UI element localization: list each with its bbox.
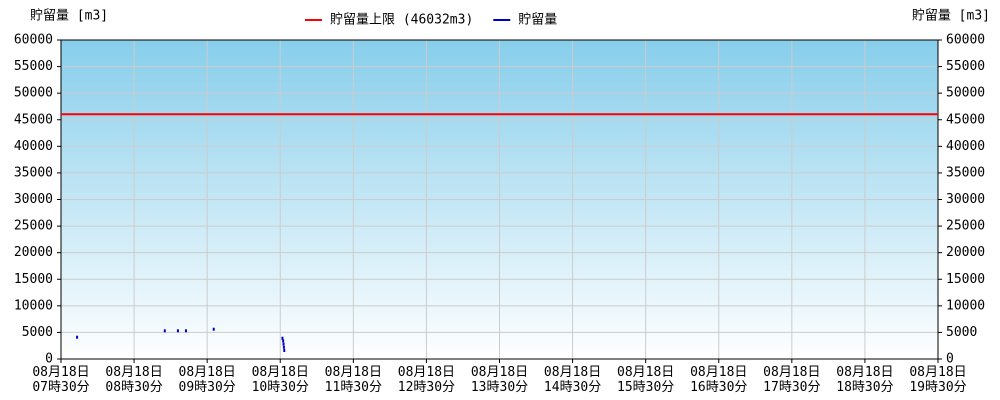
y2-tick-label: 50000: [946, 86, 985, 101]
y2-tick-label: 35000: [946, 165, 985, 180]
y2-tick-label: 45000: [946, 112, 985, 127]
x-tick-label: 08月18日 08時30分: [105, 365, 162, 395]
x-tick-label: 08月18日 18時30分: [836, 365, 893, 395]
data-point: [282, 339, 285, 343]
y2-tick-label: 15000: [946, 272, 985, 287]
y2-tick-label: 40000: [946, 139, 985, 154]
data-point: [176, 329, 179, 333]
y2-tick-label: 60000: [946, 33, 985, 48]
y-tick-label: 0: [45, 352, 53, 367]
y-tick-label: 45000: [14, 112, 53, 127]
x-tick-label: 08月18日 11時30分: [325, 365, 382, 395]
y-tick-label: 30000: [14, 192, 53, 207]
x-tick-label: 08月18日 13時30分: [471, 365, 528, 395]
data-point: [212, 327, 215, 331]
y2-tick-label: 25000: [946, 219, 985, 234]
y-tick-label: 55000: [14, 59, 53, 74]
y-axis-title: 貯留量 [m3]: [30, 9, 108, 24]
y-tick-label: 15000: [14, 272, 53, 287]
y-tick-label: 5000: [22, 325, 53, 340]
legend-label: 貯留量: [518, 13, 557, 28]
data-point: [282, 342, 285, 346]
x-tick-label: 08月18日 17時30分: [763, 365, 820, 395]
data-point: [282, 345, 285, 349]
x-tick-label: 08月18日 12時30分: [398, 365, 455, 395]
data-point: [76, 335, 79, 339]
y-tick-label: 10000: [14, 298, 53, 313]
data-point: [184, 329, 187, 333]
y2-tick-label: 30000: [946, 192, 985, 207]
y2-tick-label: 5000: [946, 325, 977, 340]
x-tick-label: 08月18日 15時30分: [617, 365, 674, 395]
x-tick-label: 08月18日 09時30分: [179, 365, 236, 395]
legend-label: 貯留量上限 (46032m3): [330, 13, 473, 28]
y2-tick-label: 55000: [946, 59, 985, 74]
data-point: [163, 329, 166, 333]
x-tick-label: 08月18日 10時30分: [252, 365, 309, 395]
y-tick-label: 25000: [14, 219, 53, 234]
data-point: [283, 348, 286, 352]
x-tick-label: 08月18日 14時30分: [544, 365, 601, 395]
y-tick-label: 20000: [14, 245, 53, 260]
y-tick-label: 60000: [14, 33, 53, 48]
x-tick-label: 08月18日 07時30分: [32, 365, 89, 395]
x-tick-label: 08月18日 19時30分: [909, 365, 966, 395]
x-tick-label: 08月18日 16時30分: [690, 365, 747, 395]
y-tick-label: 40000: [14, 139, 53, 154]
data-point: [281, 336, 284, 340]
plot-frame: [60, 39, 939, 360]
y-tick-label: 35000: [14, 165, 53, 180]
y2-tick-label: 0: [946, 352, 954, 367]
y2-tick-label: 10000: [946, 298, 985, 313]
y2-axis-title: 貯留量 [m3]: [912, 9, 990, 24]
y-tick-label: 50000: [14, 86, 53, 101]
legend: 貯留量上限 (46032m3) 貯留量: [305, 13, 557, 28]
y2-tick-label: 20000: [946, 245, 985, 260]
